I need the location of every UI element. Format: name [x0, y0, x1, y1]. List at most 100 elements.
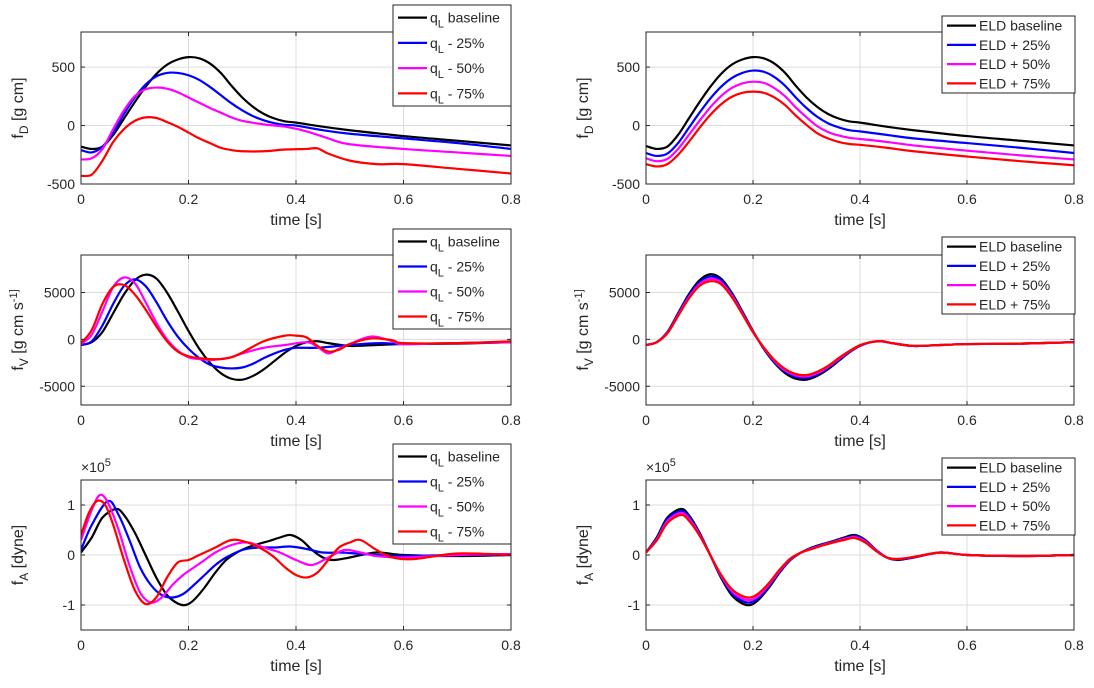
x-tick-label: 0.4: [286, 637, 306, 653]
x-tick-label: 0.4: [286, 191, 306, 207]
x-tick-label: 0: [642, 637, 650, 653]
legend-box: [392, 443, 512, 545]
x-axis-label: time [s]: [834, 212, 886, 229]
x-tick-label: 0.4: [286, 412, 306, 428]
x-axis-label: time [s]: [270, 658, 322, 675]
y-axis-label: fA [dyne]: [575, 525, 596, 586]
series-line-3: [81, 499, 511, 606]
y-axis-label: fV [g cm s-1]: [573, 289, 596, 370]
x-tick-label: 0.2: [179, 637, 199, 653]
series-line-1: [81, 71, 511, 154]
x-tick-label: 0.8: [501, 637, 521, 653]
x-tick-label: 0.8: [501, 191, 521, 207]
legend: ELD baseline ELD + 25% ELD + 50% ELD + 75%: [941, 236, 1076, 315]
y-tick-label: 5000: [609, 285, 640, 301]
x-tick-label: 0.2: [743, 637, 763, 653]
series-line-3: [646, 90, 1074, 168]
x-tick-label: 0.6: [957, 637, 977, 653]
x-tick-label: 0: [77, 412, 85, 428]
series-line-3: [81, 116, 511, 178]
y-tick-label: 500: [52, 59, 76, 75]
x-tick-label: 0: [77, 637, 85, 653]
x-tick-label: 0: [642, 412, 650, 428]
y-tick-label: 0: [632, 331, 640, 347]
y-axis-label: fV [g cm s-1]: [8, 289, 31, 370]
y-tick-label: -5000: [604, 378, 640, 394]
y-tick-label: 0: [632, 118, 640, 134]
series-line-2: [646, 80, 1074, 163]
legend-entry-label: ELD + 50%: [979, 498, 1050, 514]
legend-entry-label: ELD baseline: [979, 239, 1062, 255]
legend-entry-label: qL baseline: [430, 234, 500, 255]
series-line-0: [81, 273, 511, 381]
legend-entry-label: ELD + 50%: [979, 277, 1050, 293]
x-tick-label: 0.2: [179, 412, 199, 428]
y-tick-label: -1: [628, 597, 641, 613]
legend: qL baseline qL - 25% qL - 50% qL - 75%: [392, 4, 512, 107]
x-tick-label: 0.8: [1064, 412, 1084, 428]
y-axis-label: fD [g cm]: [10, 77, 31, 138]
x-tick-label: 0.4: [850, 637, 870, 653]
y-tick-label: 5000: [44, 285, 75, 301]
x-axis-label: time [s]: [834, 658, 886, 675]
series-line-0: [646, 55, 1074, 151]
legend-box: [941, 15, 1076, 94]
y-tick-label: 0: [632, 547, 640, 563]
series-line-1: [646, 69, 1074, 158]
legend-entry-label: qL baseline: [430, 10, 500, 31]
legend-entry-label: ELD baseline: [979, 460, 1062, 476]
chart-fV-qL: 0 0.2 0.4 0.6 0.8 -5000 0 5000 time [s] fV [g cm …: [8, 228, 521, 450]
legend-box: [941, 236, 1076, 315]
x-tick-label: 0.4: [850, 191, 870, 207]
x-tick-label: 0.6: [394, 412, 414, 428]
y-tick-label: -5000: [39, 378, 75, 394]
x-tick-label: 0.8: [1064, 637, 1084, 653]
x-tick-label: 0.8: [1064, 191, 1084, 207]
y-tick-label: 0: [67, 547, 75, 563]
x-tick-label: 0: [77, 191, 85, 207]
legend-entry-label: ELD + 50%: [979, 56, 1050, 72]
legend-entry-label: qL - 75%: [430, 309, 484, 330]
y-tick-label: 500: [617, 59, 641, 75]
x-tick-label: 0: [642, 191, 650, 207]
legend-entry-label: qL - 75%: [430, 85, 484, 106]
series-line-2: [81, 493, 511, 604]
y-exponent-label: ×105: [81, 457, 111, 475]
legend-box: [392, 228, 512, 330]
legend-box: [941, 457, 1076, 536]
y-axis-label: fD [g cm]: [575, 77, 596, 138]
x-axis-label: time [s]: [834, 433, 886, 450]
legend-entry-label: qL - 50%: [430, 60, 484, 81]
legend-entry-label: qL - 50%: [430, 499, 484, 520]
x-axis-label: time [s]: [270, 212, 322, 229]
y-exponent-label: ×105: [646, 457, 676, 475]
y-tick-label: 0: [67, 331, 75, 347]
legend-entry-label: ELD + 25%: [979, 37, 1050, 53]
legend: ELD baseline ELD + 25% ELD + 50% ELD + 75%: [941, 457, 1076, 536]
x-tick-label: 0.6: [394, 637, 414, 653]
x-tick-label: 0.2: [743, 191, 763, 207]
x-tick-label: 0.4: [850, 412, 870, 428]
legend: qL baseline qL - 25% qL - 50% qL - 75%: [392, 443, 512, 545]
legend-entry-label: ELD + 25%: [979, 258, 1050, 274]
x-tick-label: 0.6: [394, 191, 414, 207]
x-tick-label: 0.6: [957, 412, 977, 428]
legend-entry-label: qL - 25%: [430, 35, 484, 56]
x-tick-label: 0.2: [179, 191, 199, 207]
x-tick-label: 0.6: [957, 191, 977, 207]
y-tick-label: 1: [632, 497, 640, 513]
chart-fV-ELD: 0 0.2 0.4 0.6 0.8 -5000 0 5000 time [s] fV [g cm …: [573, 236, 1084, 450]
chart-fA-ELD: 0 0.2 0.4 0.6 0.8 -1 0 1 ×105 time [s] fA [dyne] EL…: [575, 457, 1084, 675]
legend-entry-label: ELD + 25%: [979, 479, 1050, 495]
legend-entry-label: qL - 25%: [430, 259, 484, 280]
legend-entry-label: ELD + 75%: [979, 75, 1050, 91]
y-tick-label: -500: [47, 176, 75, 192]
legend-entry-label: ELD + 75%: [979, 517, 1050, 533]
legend: qL baseline qL - 25% qL - 50% qL - 75%: [392, 228, 512, 330]
y-tick-label: -1: [63, 597, 76, 613]
chart-fA-qL: 0 0.2 0.4 0.6 0.8 -1 0 1 ×105 time [s] fA [dyne] qL…: [10, 443, 521, 675]
legend-entry-label: ELD baseline: [979, 18, 1062, 34]
